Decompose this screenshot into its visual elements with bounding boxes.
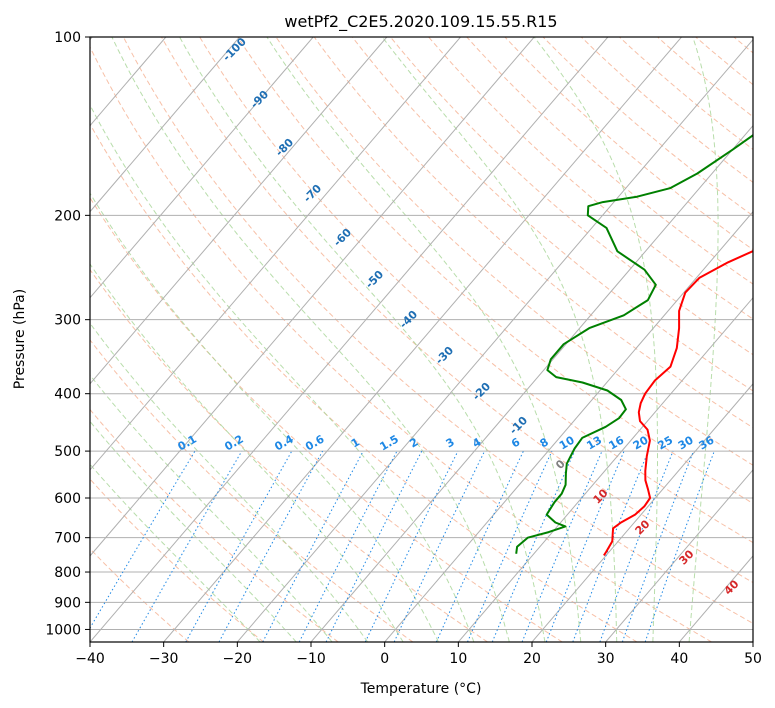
mixing-ratio-line [572, 450, 649, 642]
dry-adiabat-line [90, 197, 563, 642]
y-tick-label: 400 [54, 387, 81, 403]
x-tick-label: 0 [380, 651, 389, 667]
y-tick-label: 900 [54, 595, 81, 611]
dry-adiabat-line [199, 37, 753, 544]
x-tick-label: 50 [744, 651, 762, 667]
dry-adiabat-line [90, 478, 264, 642]
moist-adiabat-line [90, 463, 261, 642]
mixing-ratio-line [325, 450, 423, 642]
moist-adiabat-line [688, 37, 719, 642]
moist-adiabat-line [111, 37, 510, 642]
mixing-ratio-line [262, 450, 364, 642]
dry-adiabat-line [90, 45, 712, 642]
isotherm-line [90, 37, 461, 471]
y-tick-label: 200 [54, 208, 81, 224]
y-tick-label: 300 [54, 313, 81, 329]
y-tick-label: 800 [54, 565, 81, 581]
x-axis: −40 −30 −20 −10 0 10 20 30 40 50 [75, 642, 762, 667]
isotherm-line [236, 38, 753, 642]
dry-adiabat-line [90, 123, 638, 642]
y-tick-label: 1000 [45, 622, 81, 638]
mixing-ratio-line [545, 450, 625, 642]
moist-adiabat-line [90, 192, 439, 642]
mixing-ratio-line [491, 450, 576, 642]
plot-data-lines [515, 134, 753, 556]
x-tick-label: 40 [670, 651, 688, 667]
mixing-ratio-line [185, 450, 293, 642]
x-tick-label: 30 [597, 651, 615, 667]
dewpoint-profile-line [515, 134, 753, 554]
moist-adiabat-line [179, 37, 546, 642]
isotherm-line [90, 37, 314, 299]
y-tick-label: 100 [54, 30, 81, 46]
mixing-ratio-line [644, 450, 715, 642]
moist-adiabat-line [90, 263, 404, 642]
x-tick-label: 20 [523, 651, 541, 667]
x-tick-label: −10 [296, 651, 326, 667]
y-axis: 100 200 300 400 500 600 700 800 900 1000 [45, 30, 90, 638]
moist-adiabat-line [90, 322, 369, 642]
isotherm-line [384, 210, 753, 642]
chart-title: wetPf2_C2E5.2020.109.15.55.R15 [284, 12, 557, 32]
isotherm-line [90, 37, 240, 213]
dry-adiabat-line [160, 37, 753, 584]
moist-adiabat-line [90, 420, 297, 642]
x-tick-label: −30 [149, 651, 179, 667]
moist-adiabat-line [90, 374, 333, 642]
isotherm-line [457, 296, 753, 642]
isotherm-line [90, 37, 388, 385]
mixing-ratio-line [467, 450, 553, 642]
dry-adiabat-line [237, 37, 753, 505]
y-axis-label: Pressure (hPa) [12, 289, 28, 389]
dry-adiabat-line [389, 37, 753, 356]
mixing-ratio-line [218, 450, 324, 642]
mixing-ratio-line [599, 450, 674, 642]
temperature-profile-line [603, 249, 753, 556]
isotherm-line [605, 469, 753, 642]
x-tick-label: 10 [449, 651, 467, 667]
dry-adiabat-line [275, 37, 753, 466]
mixing-ratio-line [521, 450, 603, 642]
dry-adiabat-line [351, 37, 753, 392]
isotherm-line [163, 37, 682, 642]
x-tick-label: −20 [223, 651, 253, 667]
dry-adiabat-line [90, 408, 339, 642]
moist-adiabat-line [90, 104, 475, 642]
y-tick-label: 500 [54, 444, 81, 460]
x-axis-label: Temperature (°C) [360, 681, 482, 697]
isotherm-line [90, 37, 609, 642]
isotherm-line [90, 37, 535, 557]
mixing-ratio-line [621, 450, 694, 642]
x-tick-label: −40 [75, 651, 105, 667]
dry-adiabat-line [90, 268, 488, 642]
plot-background-lines [90, 37, 753, 642]
moist-adiabat-line [533, 37, 658, 642]
isotherm-line [531, 383, 753, 642]
y-tick-label: 600 [54, 491, 81, 507]
y-tick-label: 700 [54, 531, 81, 547]
plot-frame [89, 36, 754, 643]
